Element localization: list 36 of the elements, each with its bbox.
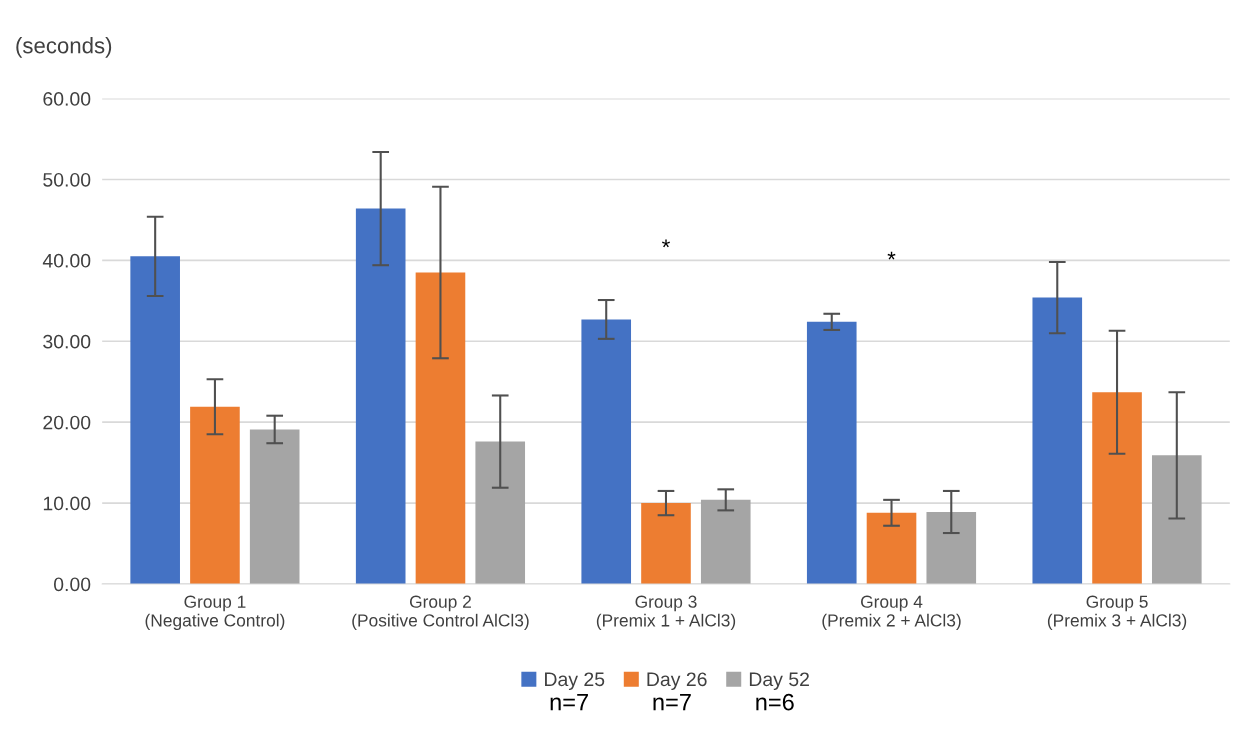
bar — [641, 503, 691, 584]
y-tick-label: 50.00 — [43, 172, 91, 187]
y-tick-label: 10.00 — [43, 496, 91, 511]
text: n=6 — [756, 693, 794, 711]
y-tick-label: 30.00 — [43, 334, 91, 349]
bar — [1152, 455, 1202, 584]
bar — [475, 441, 526, 584]
y-tick-label: 0.00 — [53, 577, 91, 592]
x-tick-label: Group 5 (Premix 3 + AlCl3) — [1047, 595, 1187, 630]
y-tick-label: 20.00 — [43, 415, 91, 430]
bar — [190, 406, 240, 584]
x-tick-label: Group 2 (Positive Control AlCl3) — [352, 595, 529, 630]
legend-label: Day 52 — [749, 672, 809, 691]
bar — [1032, 297, 1083, 584]
y-tick-label: 40.00 — [42, 253, 91, 268]
bar — [806, 321, 857, 584]
annotation: * — [887, 251, 896, 260]
bar — [1092, 392, 1142, 584]
x-tick-label: Group 1 (Negative Control) — [145, 595, 285, 630]
x-tick-label: Group 3 (Premix 1 + AlCl3) — [596, 595, 736, 630]
bar — [581, 319, 632, 584]
bar — [355, 208, 406, 584]
text: n=7 — [550, 694, 588, 711]
bar — [700, 499, 751, 584]
x-tick-label: Group 4 (Premix 2 + AlCl3) — [822, 595, 961, 630]
bar — [130, 256, 180, 584]
legend-label: Day 25 — [545, 672, 605, 691]
annotation: * — [662, 239, 670, 248]
legend-label: Day 26 — [647, 672, 707, 691]
bar — [926, 511, 977, 584]
bar — [415, 272, 466, 584]
bar — [866, 512, 917, 584]
y-tick-label: 60.00 — [43, 92, 91, 106]
bar — [249, 429, 300, 584]
y-axis-title: (seconds) — [16, 37, 112, 58]
text: n=7 — [653, 694, 691, 711]
